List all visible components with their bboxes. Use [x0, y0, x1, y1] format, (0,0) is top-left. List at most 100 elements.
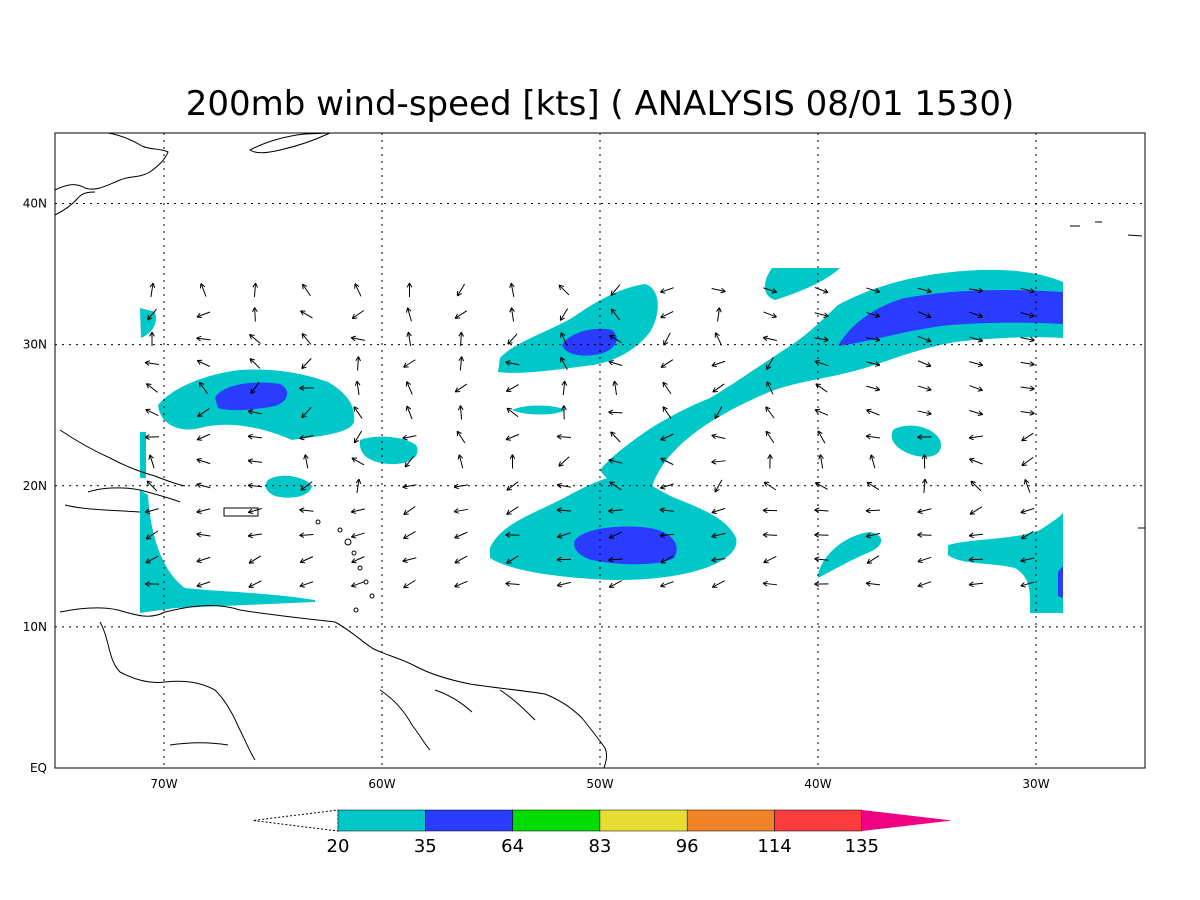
wind-arrow [252, 282, 259, 298]
wind-arrow [249, 334, 261, 344]
wind-arrow [1020, 557, 1035, 563]
wind-arrow [457, 454, 464, 469]
wind-arrow [1021, 457, 1034, 467]
colorbar-segment [686, 809, 775, 832]
wind-arrow [1021, 530, 1034, 540]
colorbar-level-label: 96 [676, 836, 699, 857]
wind-arrow [458, 331, 464, 347]
wind-arrow [660, 555, 674, 564]
wind-arrow [762, 507, 778, 514]
wind-arrow [610, 284, 621, 296]
wind-arrow [509, 454, 516, 469]
wind-arrow [763, 287, 778, 294]
wind-arrow [247, 532, 263, 539]
island [315, 519, 321, 525]
wind-arrow [145, 530, 159, 540]
colorbar-segment [774, 809, 863, 832]
wind-arrow [145, 555, 159, 564]
wind-arrow [1020, 385, 1035, 392]
wind-arrow [1021, 432, 1034, 442]
wind-arrow [252, 307, 258, 322]
wind-arrow [196, 311, 211, 319]
wind-arrow [149, 282, 156, 297]
wind-arrow [711, 287, 726, 294]
wind-arrow [1020, 410, 1035, 416]
longitude-labels: 70W 60W 50W 40W 30W [150, 777, 1049, 791]
wind-arrow [762, 580, 778, 587]
wind-vectors [144, 282, 1035, 589]
wind-arrow [917, 434, 932, 440]
wind-arrow [406, 331, 412, 346]
wind-arrow [865, 580, 881, 587]
wind-arrow [355, 356, 362, 371]
wind-arrow [660, 359, 674, 368]
wind-arrow [559, 308, 569, 321]
colorbar-segment [599, 809, 688, 832]
wind-arrow [301, 333, 312, 345]
wind-arrow [402, 434, 417, 441]
wind-arrow [148, 454, 155, 469]
wind-arrow [301, 406, 312, 419]
lat-tick-label: 10N [23, 620, 47, 634]
strip-52w-25n [512, 405, 566, 415]
wind-arrow [199, 283, 207, 297]
wind-arrow [509, 307, 515, 322]
island [357, 565, 363, 571]
wind-arrow [300, 310, 313, 319]
grid-lines [55, 133, 1145, 768]
core-50w-30n [562, 328, 617, 356]
wind-arrow [1020, 336, 1035, 343]
wind-arrow [196, 335, 211, 342]
wind-arrow [505, 532, 520, 538]
wind-arrow [814, 359, 829, 367]
wind-arrow [969, 385, 983, 392]
wind-arrow [454, 310, 468, 319]
wind-arrow [454, 531, 468, 539]
wind-arrow [197, 408, 210, 417]
strip-west-top [140, 308, 156, 338]
wind-arrow [814, 287, 829, 294]
plot-area [54, 132, 1146, 769]
wind-arrow [505, 360, 520, 366]
wind-arrow [403, 579, 416, 589]
wind-arrow [659, 483, 674, 490]
wind-arrow [453, 483, 468, 490]
wind-arrow [610, 308, 621, 321]
wind-arrow [506, 407, 519, 418]
wind-arrow [506, 555, 519, 564]
wind-arrow [406, 282, 413, 298]
wind-arrow [505, 384, 519, 392]
colorbar-segment [337, 809, 426, 832]
wind-arrow [815, 383, 828, 393]
lon-tick-label: 40W [804, 777, 831, 791]
wind-arrow [196, 482, 211, 489]
core-49w-16n [574, 526, 677, 565]
wind-arrow [354, 380, 361, 395]
wind-arrow [865, 532, 880, 539]
wind-arrow [714, 479, 723, 493]
wind-arrow [250, 382, 260, 395]
island [351, 550, 357, 556]
patch-40w-35n [764, 268, 840, 300]
wind-arrow [402, 557, 417, 563]
wind-arrow [299, 556, 314, 564]
wind-arrow [765, 430, 775, 444]
wind-arrow [866, 408, 880, 416]
wind-arrow [711, 580, 725, 588]
wind-arrow [866, 287, 881, 294]
wind-arrow [351, 581, 365, 588]
coastlines [54, 132, 1145, 769]
wind-arrow [969, 506, 983, 515]
wind-arrow [505, 580, 520, 587]
wind-arrow [814, 336, 829, 343]
blob-39w-15n [818, 532, 882, 578]
wind-arrow [507, 333, 518, 345]
wind-arrow [556, 556, 572, 563]
wind-arrow [145, 408, 159, 416]
lat-tick-label: 30N [23, 338, 47, 352]
wind-arrow [917, 581, 932, 588]
wind-arrow [196, 359, 211, 367]
wind-arrow [560, 356, 568, 370]
wind-arrow [662, 381, 672, 395]
